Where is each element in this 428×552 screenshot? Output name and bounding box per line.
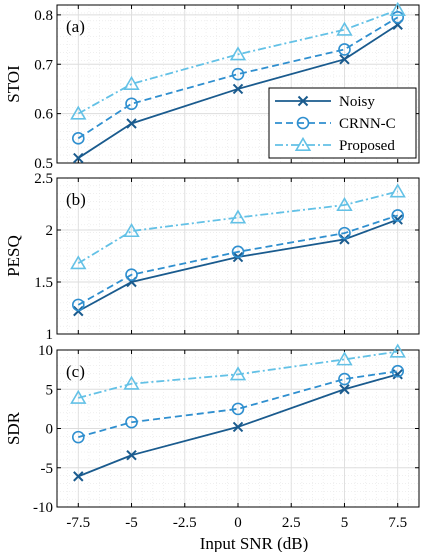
data-point [391,209,405,222]
legend-marker [294,136,312,151]
y-tick-label: -5 [41,461,54,477]
panel-3: -10 -5 0 5 10 SDR (c) [4,343,420,516]
legend-label: Noisy [339,94,375,110]
data-point [123,75,140,90]
y-tick-label: 1.5 [34,275,53,291]
data-point [229,209,247,224]
series-line [78,350,398,399]
x-tick-label: 0 [234,515,242,531]
series-noisy [73,19,403,164]
series-line [77,190,398,265]
y-tick-label: 1 [46,327,54,343]
y-tick-label: 0 [46,422,54,438]
data-point [231,402,245,416]
legend-label: CRNN-C [339,116,396,132]
data-point [125,415,138,429]
series-line [77,214,398,306]
data-point [338,43,351,56]
data-point [123,222,140,238]
data-point [391,364,405,378]
legend-box [268,87,417,159]
y-tick-label: -10 [33,500,53,516]
y-tick-label: 2 [46,223,54,239]
series-crnn-c [71,11,405,145]
data-point [71,430,85,444]
grid [56,5,420,164]
data-point [123,375,140,390]
data-point [336,21,353,36]
data-point [389,1,406,16]
series-proposed [70,343,406,404]
data-point [232,83,244,95]
data-point [389,343,406,358]
data-point [336,351,353,366]
panel-label: (b) [66,190,86,209]
data-point [339,384,350,395]
y-tick-label: 5 [46,382,54,398]
legend-item: CRNN-C [275,116,396,132]
series-proposed [70,1,406,120]
data-point [229,366,247,381]
data-point [71,298,85,312]
data-point [126,449,137,461]
data-point [336,196,353,212]
data-point [70,389,87,404]
x-tick-label: -5 [125,515,138,531]
data-point [339,54,350,65]
legend-item: Proposed [275,136,395,154]
data-point [231,245,245,259]
y-tick-label: 0.6 [34,107,53,123]
data-point [229,46,247,61]
data-point [73,152,84,164]
y-tick-label: 0.7 [34,57,53,73]
legend-marker [297,95,309,107]
legend-label: Proposed [339,138,395,154]
y-tick-label: 0.8 [34,8,53,24]
y-tick-label: 10 [38,343,53,359]
x-axis-label: Input SNR (dB) [200,534,309,552]
panel-label: (c) [66,362,85,381]
data-point [126,118,137,129]
x-tick-label: -7.5 [66,515,90,531]
y-tick-label: 2.5 [34,171,53,187]
data-point [73,471,84,482]
data-point [70,105,87,120]
x-tick-label: -2.5 [173,515,197,531]
series-noisy [73,369,403,482]
data-point [231,67,245,81]
panel-2: 1 1.5 2 2.5 PESQ (b) [4,171,420,343]
panel-1: 0.5 0.6 0.7 0.8 STOI (a) [4,1,420,172]
series-line [78,370,398,439]
data-point [125,268,138,282]
data-point [338,372,351,386]
data-point [232,421,244,433]
data-point [389,183,406,198]
y-axis-label: SDR [4,411,23,445]
data-point [70,255,87,270]
panel-label: (a) [66,17,85,36]
legend-marker [296,116,310,130]
x-tick-label: 7.5 [388,515,407,531]
y-tick-label: 0.5 [34,156,53,172]
y-axis-label: PESQ [4,235,23,277]
series-line [77,9,399,115]
legend: Noisy CRNN-C Proposed [268,87,417,159]
data-point [338,226,351,240]
data-point [391,11,405,24]
series-crnn-c [71,364,405,444]
data-point [71,132,85,145]
data-point [125,97,138,111]
series-proposed [70,183,406,270]
y-axis-label: STOI [4,65,23,103]
x-tick-label: 5 [341,515,349,531]
series-crnn-c [71,209,405,312]
x-tick-label: 2.5 [282,515,301,531]
legend-item: Noisy [275,94,375,110]
